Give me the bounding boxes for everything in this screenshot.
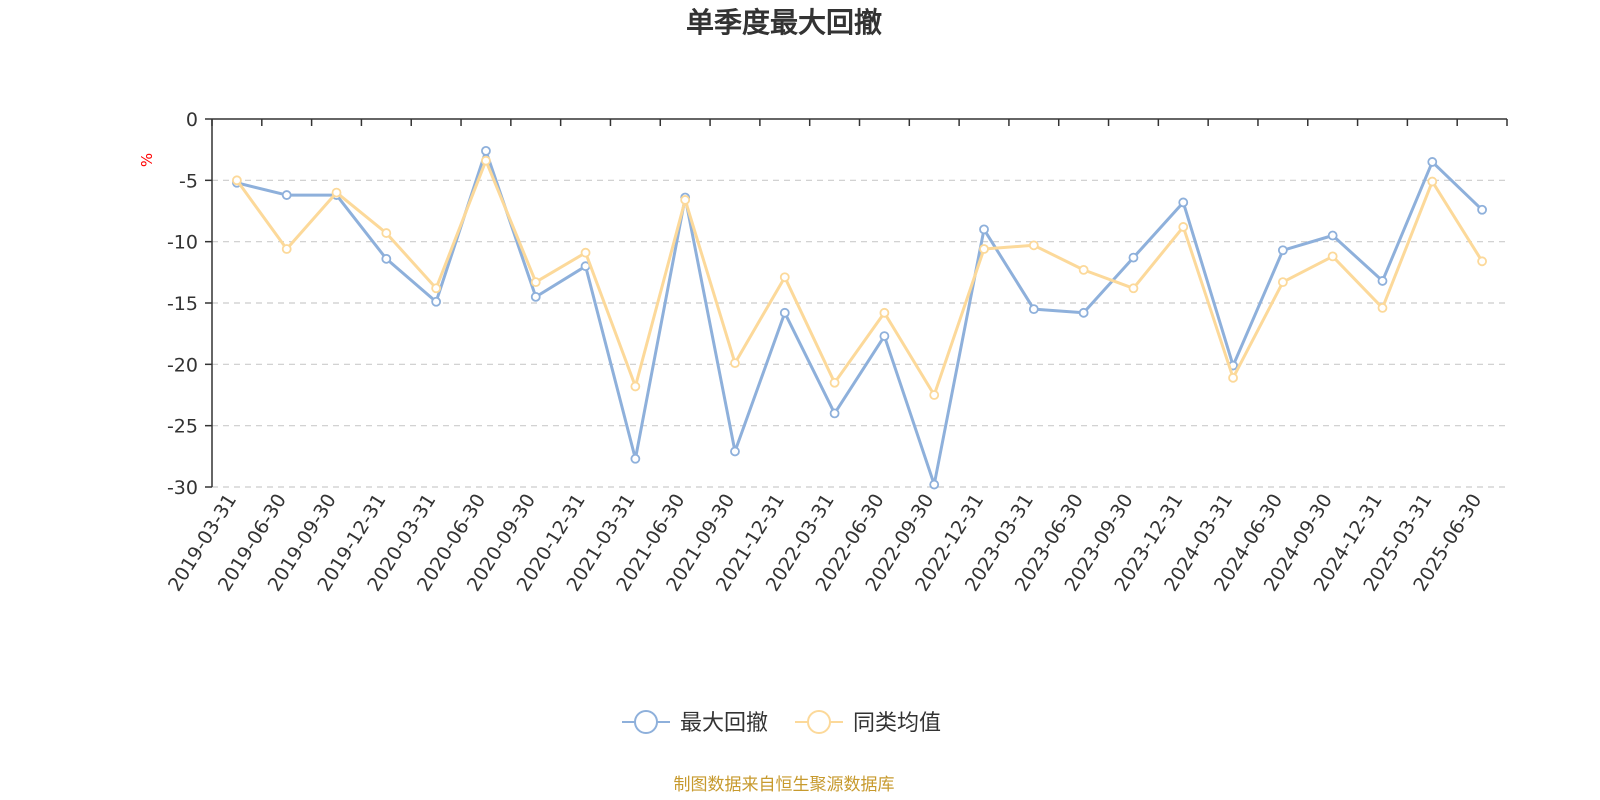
- data-point: [481, 145, 491, 156]
- data-point: [779, 307, 790, 318]
- source-note: 制图数据来自恒生聚源数据库: [674, 775, 895, 795]
- data-point: [1327, 230, 1338, 241]
- data-point: [1477, 256, 1487, 267]
- data-point: [1228, 372, 1238, 383]
- data-point: [630, 381, 641, 392]
- legend-label: 最大回撤: [680, 711, 768, 736]
- data-point: [730, 446, 740, 457]
- legend-label: 同类均值: [853, 711, 941, 736]
- series-line: [235, 159, 1484, 397]
- data-point: [929, 479, 940, 490]
- data-point: [381, 228, 392, 238]
- series-line: [236, 149, 1484, 486]
- y-axis-unit: %: [138, 153, 156, 167]
- data-point: [1427, 157, 1438, 167]
- data-point: [779, 272, 790, 283]
- series-layer: [232, 145, 1487, 490]
- data-point: [331, 187, 342, 198]
- legend-item-1[interactable]: 最大回撤: [622, 710, 768, 736]
- y-tick-label: -5: [179, 170, 198, 192]
- data-point: [829, 408, 840, 419]
- data-point: [232, 175, 242, 186]
- data-point: [281, 190, 292, 200]
- data-point: [1028, 240, 1039, 251]
- y-tick-label: -10: [167, 232, 198, 254]
- data-point: [1078, 264, 1089, 275]
- data-point: [1327, 251, 1338, 262]
- data-point: [431, 283, 442, 294]
- data-point: [381, 253, 392, 264]
- data-point: [979, 244, 989, 254]
- series-2: [232, 155, 1487, 400]
- y-tick-label: -30: [167, 477, 198, 499]
- legend-item-2[interactable]: 同类均值: [795, 710, 941, 736]
- data-point: [630, 453, 641, 464]
- legend-marker-icon: [807, 710, 831, 734]
- data-point: [431, 296, 442, 307]
- data-point: [879, 331, 890, 342]
- data-point: [1128, 283, 1139, 294]
- data-point: [1178, 222, 1189, 232]
- chart-title: 单季度最大回撤: [686, 6, 882, 39]
- data-point: [1427, 176, 1438, 187]
- data-point: [281, 244, 292, 254]
- data-point: [580, 247, 591, 258]
- data-point: [879, 307, 890, 318]
- data-point: [1078, 307, 1089, 318]
- data-point: [1128, 252, 1139, 263]
- legend-marker-icon: [634, 710, 658, 734]
- data-point: [730, 358, 740, 369]
- y-tick-label: 0: [186, 109, 198, 131]
- data-point: [1277, 277, 1288, 288]
- data-point: [1178, 197, 1189, 208]
- data-point: [530, 291, 541, 302]
- data-point: [929, 390, 940, 400]
- axis-layer: 0-5-10-15-20-25-302019-03-312019-06-3020…: [164, 109, 1508, 595]
- y-tick-label: -25: [167, 416, 198, 438]
- data-point: [979, 224, 989, 235]
- y-tick-label: -20: [167, 354, 198, 376]
- data-point: [1377, 276, 1388, 286]
- data-point: [1377, 303, 1388, 313]
- data-point: [1477, 204, 1487, 215]
- data-point: [530, 277, 541, 288]
- grid-layer: [212, 179, 1507, 488]
- data-point: [1277, 245, 1288, 256]
- data-point: [1028, 304, 1039, 315]
- data-point: [481, 155, 491, 166]
- y-tick-label: -15: [167, 293, 198, 315]
- data-point: [680, 195, 691, 205]
- data-point: [829, 377, 840, 388]
- series-1: [232, 145, 1487, 490]
- legend[interactable]: 最大回撤 同类均值: [622, 710, 941, 736]
